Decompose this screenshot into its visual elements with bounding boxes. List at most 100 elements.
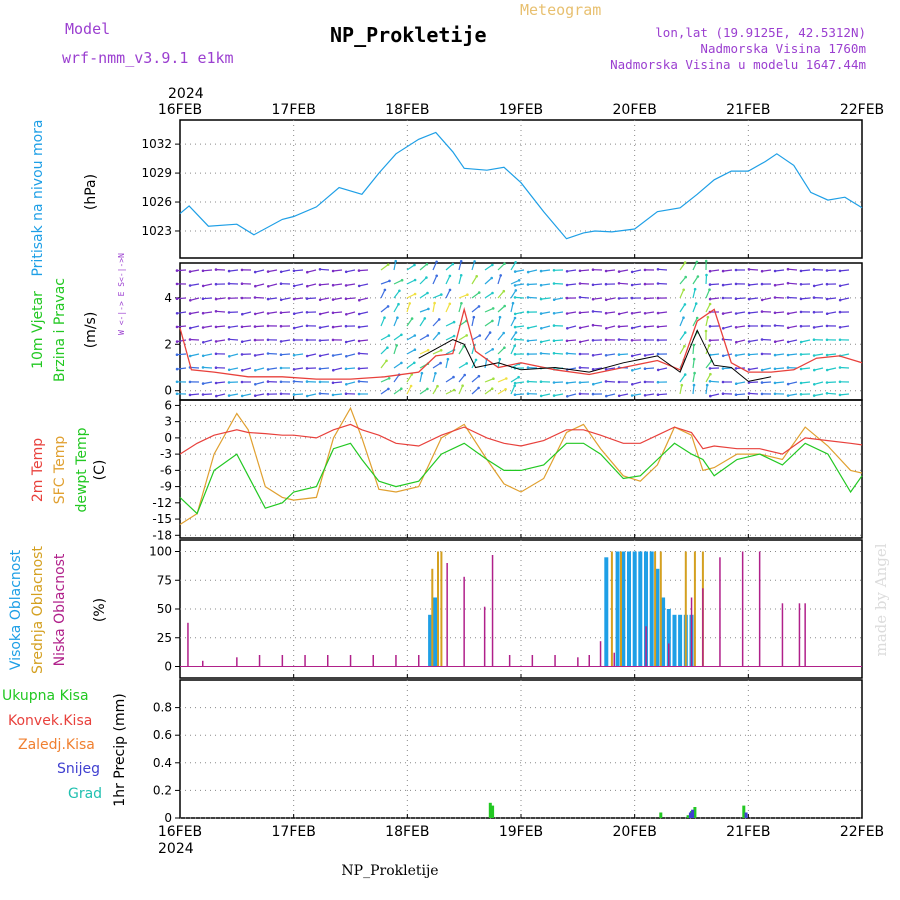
cloud-low-bar [491,555,494,667]
wind-arrow [497,332,505,341]
wind-arrow [393,261,397,271]
temp-outer-label-1: 2m Temp [30,438,46,502]
wind-arrow [749,311,759,314]
wind-arrow-head [760,298,764,302]
wind-arrow [774,367,785,370]
wind-arrow-head [786,382,790,386]
wind-arrow-head [253,338,257,342]
wind-arrow [228,338,239,341]
wind-arrow [735,297,746,300]
wind-arrow-head [708,283,712,286]
wind-arrow [515,325,525,328]
wind-arrow-head [491,263,494,267]
wind-arrow [432,362,441,369]
wind-arrow-head [591,297,595,301]
cloud-high-bar [434,597,439,667]
wind-arrow [255,367,265,371]
wind-arrow [748,353,759,356]
wind-arrow-head [514,289,518,292]
wind-arrow-head [357,312,361,316]
wind-arrow [515,269,525,273]
wind-arrow [346,353,356,357]
date-label-top: 17FEB [272,102,316,118]
wind-arrow-head [799,381,803,385]
wind-arrow-head [825,324,829,328]
cloud-mid-bar [440,551,443,667]
wind-arrow-head [439,361,442,365]
wind-arrow [679,317,685,327]
cloud-high-bar [638,551,643,667]
wind-arrow [761,381,772,384]
wind-arrow [242,311,252,315]
wind-arrow [840,353,850,357]
wind-arrow-head [511,301,515,305]
wind-arrow [541,283,551,286]
wind-arrow-head [189,326,192,330]
wind-arrow-head [448,274,452,278]
wind-arrow [566,339,577,342]
wind-arrow [359,311,369,315]
wind-arrow-head [708,302,712,306]
wind-arrow-head [656,380,660,384]
wind-arrow [319,283,330,286]
wind-arrow [319,339,330,342]
cloud-mid-bar [693,551,696,667]
wind-arrow-head [760,392,764,396]
wind-arrow-head [318,298,322,302]
wind-arrow [406,293,416,299]
precip-total-bar [491,805,495,818]
wind-arrow [333,325,343,328]
wind-arrow-head [189,299,192,302]
wind-panel: 4 2 0 [164,259,863,401]
wind-arrow-head [734,297,738,301]
wind-arrow [705,360,712,369]
wind-arrow [566,352,577,355]
wind-arrow-head [604,282,608,286]
wind-arrow [445,349,455,355]
wind-arrow-head [465,362,469,365]
wind-arrow-head [240,394,244,398]
wind-arrow [268,367,278,370]
cloud-low-bar [645,626,647,667]
cloud-low-bar [304,655,306,667]
wind-arrow [242,339,252,343]
wind-arrow-head [396,316,399,320]
wind-arrow-head [387,377,391,380]
wind-arrow [692,303,697,313]
wind-arrow-head [426,291,429,295]
wind-arrow-head [452,375,455,379]
wind-arrow [484,292,493,299]
wind-arrow-head [734,354,738,357]
wind-arrow [358,352,369,355]
wind-arrow-head [427,307,430,311]
wind-arrow [406,349,416,355]
wind-arrow-head [643,312,647,315]
cloud-low-bar [202,660,204,667]
cloud-low-bar [349,655,352,667]
wind-arrow-head [566,327,569,330]
wind-arrow [458,275,462,285]
wind-arrow-head [540,327,543,330]
wind-arrow [346,269,356,273]
wind-arrow-head [175,380,179,384]
wind-arrow [333,353,343,357]
wind-arrow-head [565,296,569,300]
pressure-labels: Pritisak na nivou mora (hPa) [30,119,99,276]
wind-arrow [540,352,551,355]
cloud-high-bar [615,551,620,667]
wind-arrow-head [459,274,463,277]
wind-arrow-head [552,269,556,272]
wind-arrow-head [279,311,283,315]
wind-arrow [406,264,415,271]
wind-arrow [710,393,720,397]
wind-arrow [618,353,629,356]
wind-arrow [515,381,525,384]
wind-arrow-head [477,374,481,378]
wind-arrow [579,296,590,299]
wind-arrow-head [630,326,634,330]
wind-arrow-head [695,260,699,264]
cloud-mid-bar [437,551,439,667]
wind-arrow-head [617,338,621,341]
wind-arrow [306,297,317,300]
